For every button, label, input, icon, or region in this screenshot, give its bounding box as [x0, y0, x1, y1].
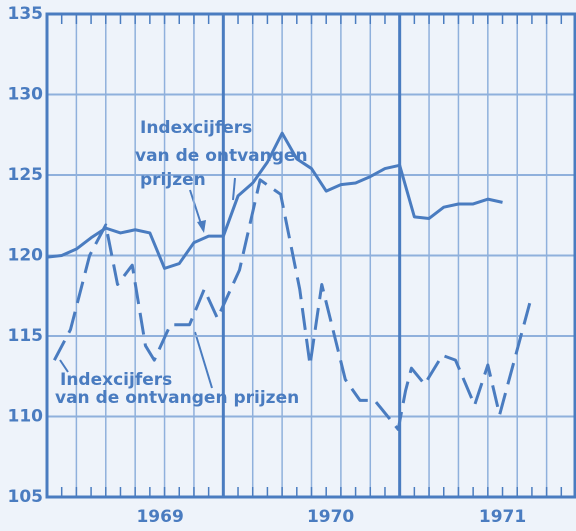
- y-tick-label: 120: [8, 246, 44, 266]
- series-line: [46, 131, 503, 270]
- series-line: [53, 178, 532, 431]
- y-tick-label: 110: [8, 407, 44, 427]
- annotation: Indexcijfers: [60, 370, 172, 390]
- annotation: van de ontvangen: [135, 146, 308, 166]
- x-tick-label: 1969: [136, 507, 183, 527]
- y-tick-label: 125: [8, 165, 44, 185]
- arrow-head: [197, 220, 206, 233]
- y-tick-label: 135: [8, 4, 44, 24]
- plot-frame: [45, 12, 576, 499]
- annotation: Indexcijfers: [140, 118, 252, 138]
- arrow: [194, 331, 213, 389]
- x-tick-label: 1971: [479, 507, 526, 527]
- annotation: van de ontvangen prijzen: [55, 388, 299, 408]
- arrow: [232, 177, 236, 201]
- y-tick-label: 105: [8, 487, 44, 507]
- y-tick-label: 115: [8, 326, 44, 346]
- arrow: [59, 359, 69, 373]
- annotation: prijzen: [140, 170, 206, 190]
- y-tick-label: 130: [8, 85, 44, 105]
- x-tick-label: 1970: [307, 507, 354, 527]
